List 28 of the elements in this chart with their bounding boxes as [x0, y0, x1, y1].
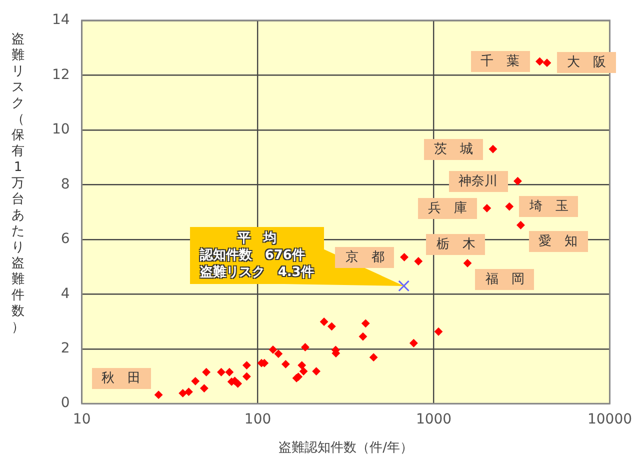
annotation: 茨 城	[434, 140, 473, 158]
x-tick-label: 1000	[416, 412, 452, 428]
annotation: 神奈川	[458, 172, 498, 190]
y-tick-label: 14	[52, 12, 70, 28]
annotation: 福 岡	[485, 271, 524, 288]
annotation: 秋 田	[102, 370, 141, 387]
y-tick-label: 0	[60, 395, 70, 412]
annotation: 栃 木	[436, 236, 476, 254]
text: 盗難リスク（保有1万台あたり盗難件数）	[12, 32, 24, 335]
annotation: 千 葉	[480, 52, 520, 70]
y-tick-label: 2	[60, 340, 70, 356]
annotation: 盗難リスク 4.3件	[200, 264, 314, 281]
x-tick-label: 100	[244, 412, 272, 428]
x-tick-label: 10	[72, 412, 91, 428]
y-tick-label: 10	[52, 122, 70, 138]
y-tick-label: 6	[60, 231, 70, 248]
y-tick-label: 12	[52, 66, 70, 83]
annotation: 兵 庫	[428, 200, 467, 217]
annotation: 大 阪	[566, 54, 606, 72]
annotation: 認知件数 676件	[200, 246, 306, 264]
y-tick-label: 4	[60, 286, 70, 302]
annotation: 埼 玉	[529, 198, 568, 216]
y-tick-label: 8	[60, 176, 70, 192]
annotation: 愛 知	[538, 233, 578, 250]
x-axis-title: 盗難認知件数（件/年）	[278, 440, 413, 456]
annotation: 平 均	[236, 230, 278, 247]
annotation: 京 都	[345, 248, 384, 266]
x-tick-label: 10000	[587, 412, 632, 428]
